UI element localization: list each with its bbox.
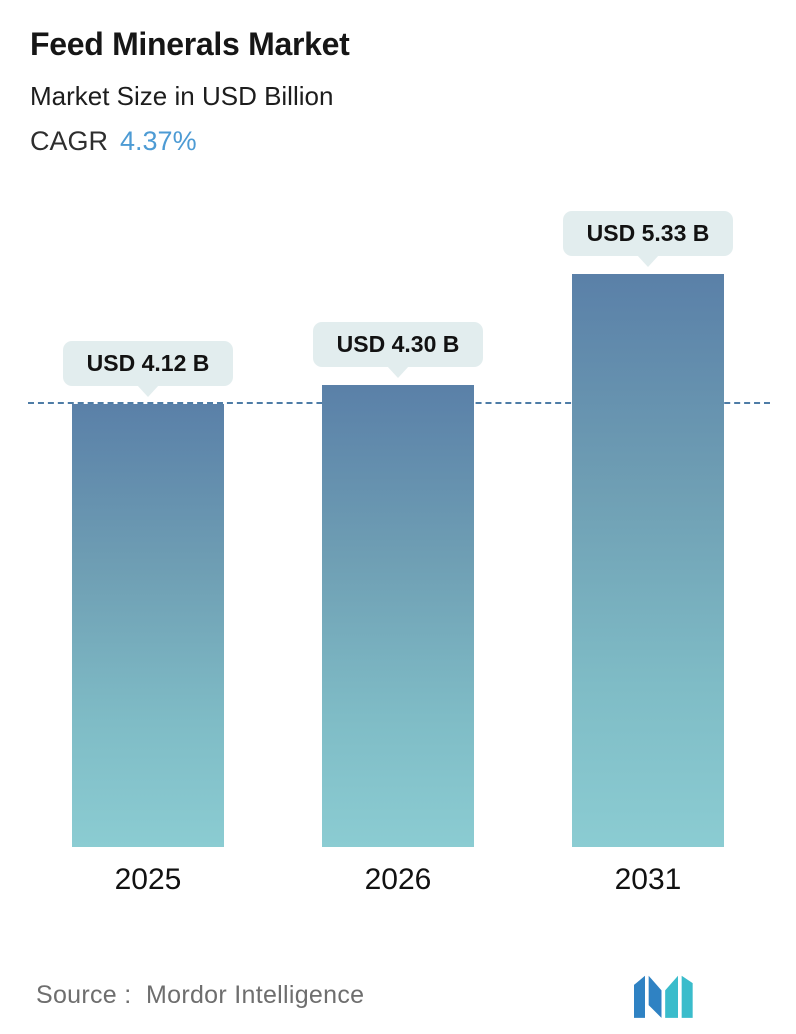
source-attribution: Source : Mordor Intelligence xyxy=(36,981,364,1010)
label-pointer xyxy=(637,255,659,267)
chart-header: Feed Minerals Market Market Size in USD … xyxy=(0,0,796,157)
source-label: Source : xyxy=(36,980,132,1009)
cagr-label: CAGR xyxy=(30,126,109,156)
label-pointer xyxy=(387,366,409,378)
bar-2031 xyxy=(572,274,724,847)
chart-subtitle: Market Size in USD Billion xyxy=(30,81,334,111)
bar-group-2025: USD 4.12 B xyxy=(62,341,234,847)
x-axis-label-2026: 2026 xyxy=(364,863,432,896)
bars-area: USD 4.12 B USD 4.30 B USD 5.33 B xyxy=(0,195,796,847)
x-axis-label-2031: 2031 xyxy=(614,863,682,896)
bar-group-2026: USD 4.30 B xyxy=(312,322,484,847)
chart-title: Feed Minerals Market xyxy=(30,26,350,62)
chart-footer: Source : Mordor Intelligence xyxy=(0,972,796,1018)
cagr-value: 4.37% xyxy=(120,126,197,156)
bar-2026 xyxy=(322,385,474,847)
value-label: USD 4.12 B xyxy=(62,341,234,386)
cagr-line: CAGR 4.37% xyxy=(30,126,766,157)
bar-2025 xyxy=(72,404,224,847)
source-value: Mordor Intelligence xyxy=(146,980,365,1009)
value-label: USD 5.33 B xyxy=(562,211,734,256)
label-pointer xyxy=(137,385,159,397)
mordor-intelligence-logo xyxy=(634,975,693,1018)
bar-group-2031: USD 5.33 B xyxy=(562,211,734,847)
value-label: USD 4.30 B xyxy=(312,322,484,367)
x-axis-label-2025: 2025 xyxy=(114,863,182,896)
x-axis-labels: 2025 2026 2031 xyxy=(0,863,796,897)
bar-chart: USD 4.12 B USD 4.30 B USD 5.33 B 2025 20… xyxy=(0,195,796,897)
